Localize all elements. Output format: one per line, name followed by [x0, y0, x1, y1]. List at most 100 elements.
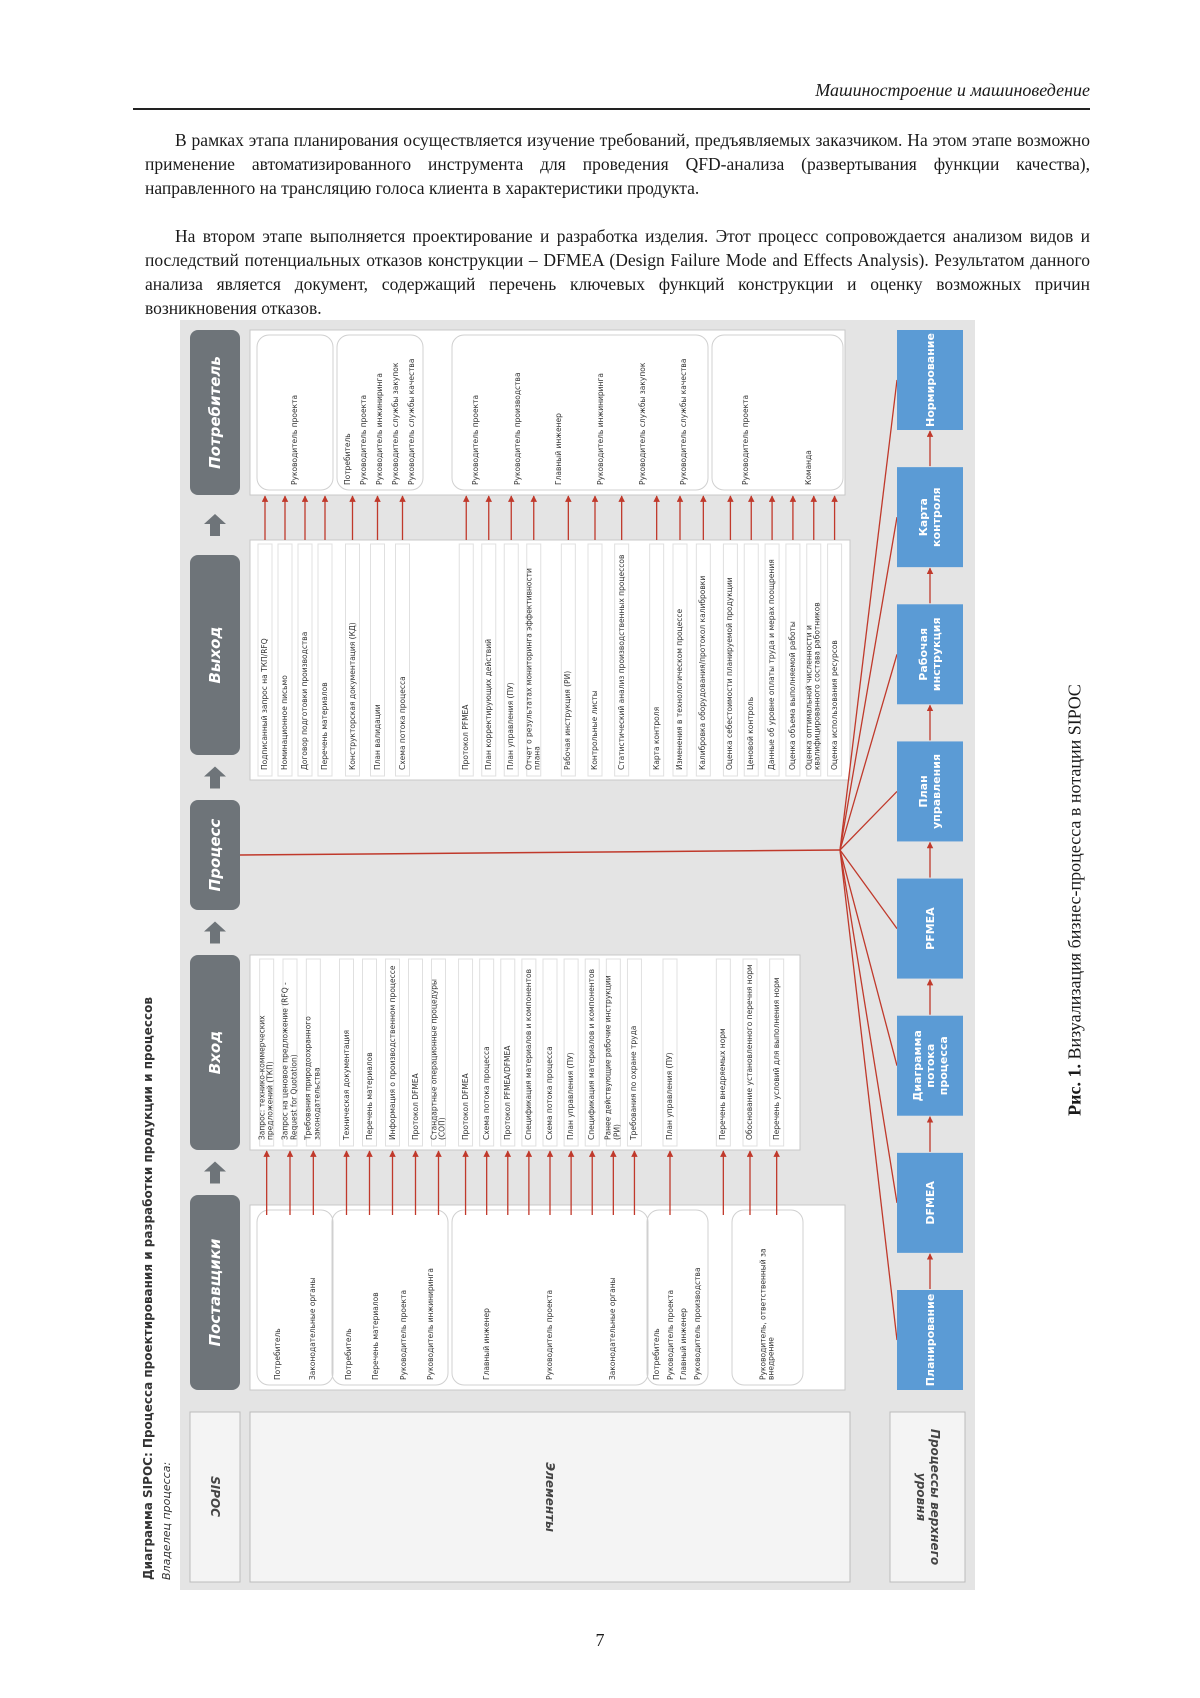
stage-label: Поставщики: [190, 1195, 240, 1390]
figure: Диаграмма SIPOC: Процесса проектирования…: [135, 320, 975, 1590]
list-item: Обоснование установленного перечня норм: [746, 963, 755, 1140]
list-item: Руководитель службы закупок: [638, 338, 647, 485]
list-item: Главный инженер: [555, 338, 564, 485]
list-item: Ценовой контроль: [747, 548, 756, 770]
diagram-title: Диаграмма SIPOC: Процесса проектирования…: [141, 997, 155, 1580]
list-item: Руководитель проекта: [666, 1213, 675, 1380]
list-item: План корректирующих действий: [485, 548, 494, 770]
list-item: Руководитель проекта: [742, 338, 751, 485]
list-item: Стандартные операционные процедуры (СОП): [430, 963, 447, 1140]
list-item: Оценка объема выполняемой работы: [789, 548, 798, 770]
list-item: Потребитель: [345, 1213, 354, 1380]
list-item: Руководитель производства: [694, 1213, 703, 1380]
page-number: 7: [0, 1630, 1200, 1651]
list-item: Законодательные органы: [609, 1213, 618, 1380]
list-item: Перечень материалов: [372, 1213, 381, 1380]
list-item: Потребитель: [653, 1213, 662, 1380]
list-item: Требования по охране труда: [630, 963, 639, 1140]
list-item: Схема потока процесса: [398, 548, 407, 770]
list-item: Главный инженер: [680, 1213, 689, 1380]
list-item: Законодательные органы: [308, 1213, 317, 1380]
list-item: Оценка себестоимости планируемой продукц…: [726, 548, 735, 770]
list-item: Руководитель службы качества: [408, 338, 417, 485]
list-item: Договор подготовки производства: [301, 548, 310, 770]
process-label: Рабочая инструкция: [897, 608, 963, 700]
list-item: Протокол PFMEA: [462, 548, 471, 770]
list-item: Оценка использования ресурсов: [830, 548, 839, 770]
paragraph: На втором этапе выполняется проектирован…: [145, 224, 1090, 320]
process-label: Диаграмма потока процесса: [897, 1020, 963, 1112]
process-label: DFMEA: [897, 1157, 963, 1249]
list-item: Руководитель инжиниринга: [427, 1213, 436, 1380]
list-item: Данные об уровне оплаты труда и мерах по…: [768, 548, 777, 770]
list-item: Конструкторская документация (КД): [348, 548, 357, 770]
figure-caption: Рис. 1. Визуализация бизнес-процесса в н…: [1065, 684, 1086, 1116]
row-label-text: SIPOC: [208, 1477, 222, 1518]
list-item: Протокол DFMEA: [461, 963, 470, 1140]
list-item: Запрос на ценовое предложение (RFQ - Req…: [282, 963, 299, 1140]
list-item: Запрос: технико-коммерческих предложений…: [258, 963, 275, 1140]
list-item: План управления (ПУ): [666, 963, 675, 1140]
row-label-text: Процессы верхнего уровня: [914, 1412, 942, 1582]
list-item: Спецификация материалов и компонентов: [525, 963, 534, 1140]
list-item: Потребитель: [344, 338, 353, 485]
list-item: Схема потока процесса: [546, 963, 555, 1140]
stage-label: Процесс: [190, 800, 240, 910]
list-item: Перечень материалов: [321, 548, 330, 770]
column-box: [250, 330, 845, 495]
process-label: Планирование: [897, 1294, 963, 1386]
list-item: Требования природоохранного законодатель…: [305, 963, 322, 1140]
list-item: Карта контроля: [652, 548, 661, 770]
list-item: Руководитель проекта: [400, 1213, 409, 1380]
list-item: Руководитель службы качества: [680, 338, 689, 485]
list-item: Перечень материалов: [365, 963, 374, 1140]
list-item: Руководитель проекта: [291, 338, 300, 485]
list-item: Руководитель проекта: [472, 338, 481, 485]
list-item: Руководитель инжиниринга: [376, 338, 385, 485]
list-item: Потребитель: [273, 1213, 282, 1380]
stage-label: Выход: [190, 555, 240, 755]
list-item: Изменения в технологическом процессе: [676, 548, 685, 770]
list-item: Оценка оптимальной численности и квалифи…: [805, 548, 822, 770]
process-label: Нормирование: [897, 334, 963, 426]
row-label: SIPOC: [190, 1412, 240, 1582]
list-item: Перечень внедряемых норм: [719, 963, 728, 1140]
list-item: Руководитель проекта: [546, 1213, 555, 1380]
list-item: Протокол PFMEA/DFMEA: [504, 963, 513, 1140]
list-item: Руководитель проекта: [360, 338, 369, 485]
list-item: Отчет о результатах мониторинга эффектив…: [525, 548, 542, 770]
list-item: Номинационное письмо: [281, 548, 290, 770]
list-item: Статистический анализ производственных п…: [617, 548, 626, 770]
stage-label: Потребитель: [190, 330, 240, 495]
row-label: Процессы верхнего уровня: [890, 1412, 965, 1582]
list-item: План валидации: [373, 548, 382, 770]
list-item: Ранее действующие рабочие инструкции (РИ…: [605, 963, 622, 1140]
sipoc-diagram: Диаграмма SIPOC: Процесса проектирования…: [135, 320, 975, 1590]
paragraph: В рамках этапа планирования осуществляет…: [145, 128, 1090, 200]
list-item: Информация о производственном процессе: [388, 963, 397, 1140]
list-item: Команда: [805, 338, 814, 485]
list-item: Контрольные листы: [591, 548, 600, 770]
process-label: PFMEA: [897, 883, 963, 975]
caption-text: Визуализация бизнес-процесса в нотации S…: [1065, 684, 1085, 1059]
column-box: [250, 540, 850, 780]
list-item: Техническая документация: [342, 963, 351, 1140]
list-item: Руководитель инжиниринга: [597, 338, 606, 485]
process-label: Карта контроля: [897, 471, 963, 563]
list-item: Калибровка оборудования/протокол калибро…: [699, 548, 708, 770]
row-label-text: Элементы: [543, 1462, 557, 1532]
list-item: Руководитель службы закупок: [392, 338, 401, 485]
list-item: Перечень условий для выполнения норм: [772, 963, 781, 1140]
process-owner: Владелец процесса:: [160, 1462, 173, 1580]
stage-label: Вход: [190, 955, 240, 1150]
diagram-graphics: [135, 320, 975, 1590]
list-item: Руководитель, ответственный за внедрение: [759, 1213, 776, 1380]
list-item: Руководитель производства: [513, 338, 522, 485]
list-item: Подписанный запрос на ТКП/RFQ: [261, 548, 270, 770]
list-item: Главный инженер: [482, 1213, 491, 1380]
process-label: План управления: [897, 745, 963, 837]
header-rule: [133, 108, 1090, 110]
list-item: Схема потока процесса: [482, 963, 491, 1140]
caption-label: Рис. 1.: [1065, 1064, 1085, 1116]
